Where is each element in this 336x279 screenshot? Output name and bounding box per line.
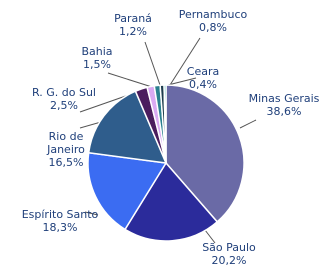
category-label: Rio de Janeiro	[47, 130, 85, 156]
pie-slice	[87, 90, 168, 164]
value-label: 16,5%	[48, 156, 84, 169]
value-label: 0,8%	[199, 21, 227, 34]
value-label: 1,5%	[83, 58, 111, 71]
category-label: São Paulo	[202, 241, 256, 254]
slice-label: São Paulo 20,2%	[200, 241, 258, 267]
slice-label: R. G. do Sul 2,5%	[24, 86, 104, 112]
pie-slice	[87, 151, 168, 231]
slice-label: Pernambuco 0,8%	[176, 8, 250, 34]
slice-label: Minas Gerais 38,6%	[244, 92, 324, 118]
category-label: Pernambuco	[178, 8, 248, 21]
value-label: 18,3%	[42, 221, 78, 234]
category-label: Bahia	[81, 45, 113, 58]
pie-slice	[163, 84, 167, 164]
slice-label: Espírito Santo 18,3%	[4, 208, 116, 234]
category-label: Paraná	[114, 12, 152, 25]
value-label: 0,4%	[189, 78, 217, 91]
pie-slice	[124, 161, 219, 242]
category-label: Espírito Santo	[21, 208, 99, 221]
value-label: 1,2%	[119, 25, 147, 38]
pie-slice	[165, 84, 245, 223]
category-label: Minas Gerais	[248, 92, 320, 105]
slice-label: Bahia 1,5%	[78, 45, 116, 71]
value-label: 38,6%	[266, 105, 302, 118]
value-label: 2,5%	[50, 99, 78, 112]
category-label: Ceara	[186, 65, 220, 78]
slice-label: Paraná 1,2%	[112, 12, 154, 38]
slice-label: Rio de Janeiro 16,5%	[38, 130, 94, 169]
category-label: R. G. do Sul	[32, 86, 96, 99]
value-label: 20,2%	[211, 254, 247, 267]
slice-label: Ceara 0,4%	[186, 65, 220, 91]
